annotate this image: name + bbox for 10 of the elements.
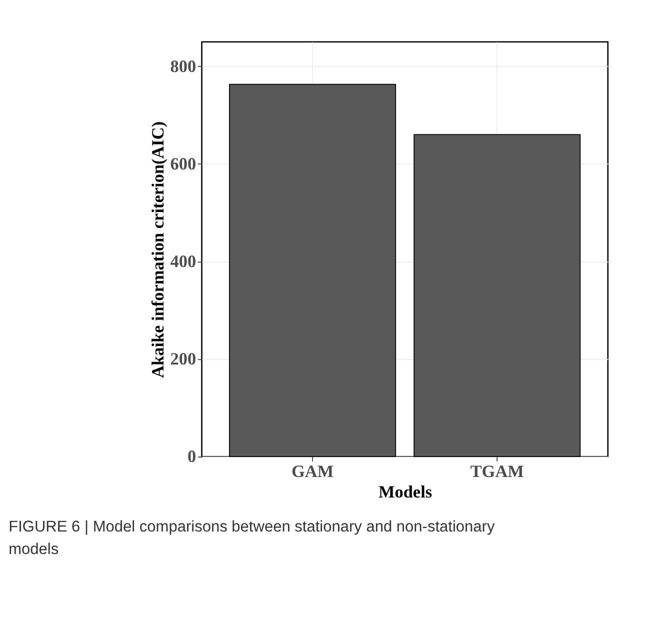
y-tick-label: 0 <box>188 447 196 466</box>
x-axis-title: Models <box>378 482 432 502</box>
y-tick-label: 600 <box>170 154 196 174</box>
y-axis-title: Akaike information criterion(AIC) <box>148 121 168 378</box>
x-tick-label: GAM <box>291 462 334 481</box>
x-tick-label: TGAM <box>470 462 524 481</box>
y-tick-label: 200 <box>170 350 196 369</box>
caption: FIGURE 6 | Model comparisons between stationary and non-stationary models <box>8 518 495 558</box>
y-tick-label: 800 <box>170 56 196 76</box>
y-tick-label: 400 <box>170 252 196 272</box>
